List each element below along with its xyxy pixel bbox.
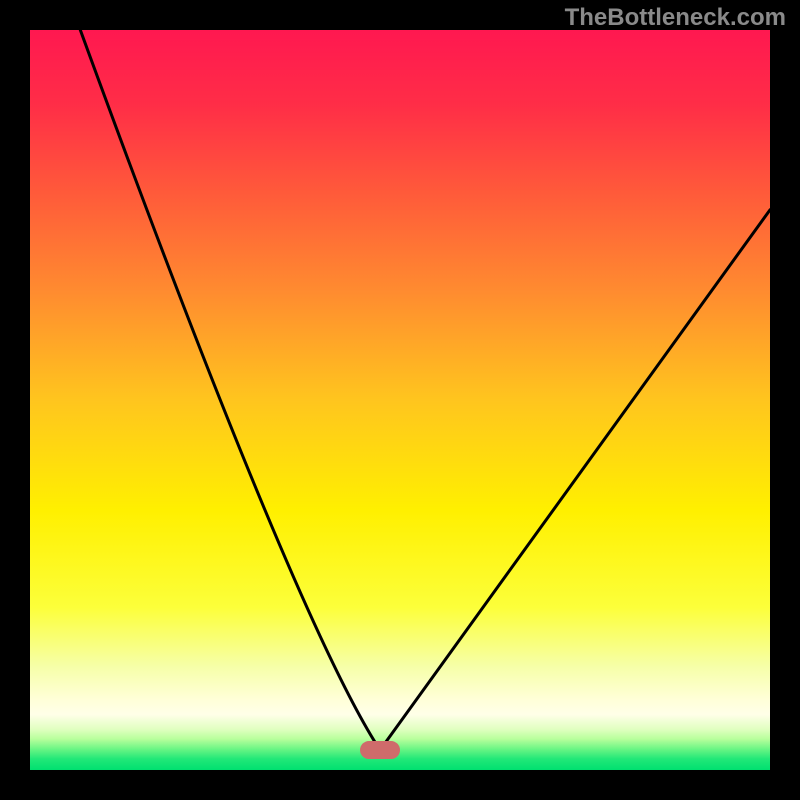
optimal-marker: [360, 741, 400, 759]
gradient-panel: [30, 30, 770, 770]
watermark-text: TheBottleneck.com: [565, 4, 786, 32]
bottleneck-chart: TheBottleneck.com: [0, 0, 800, 800]
chart-canvas: [0, 0, 800, 800]
